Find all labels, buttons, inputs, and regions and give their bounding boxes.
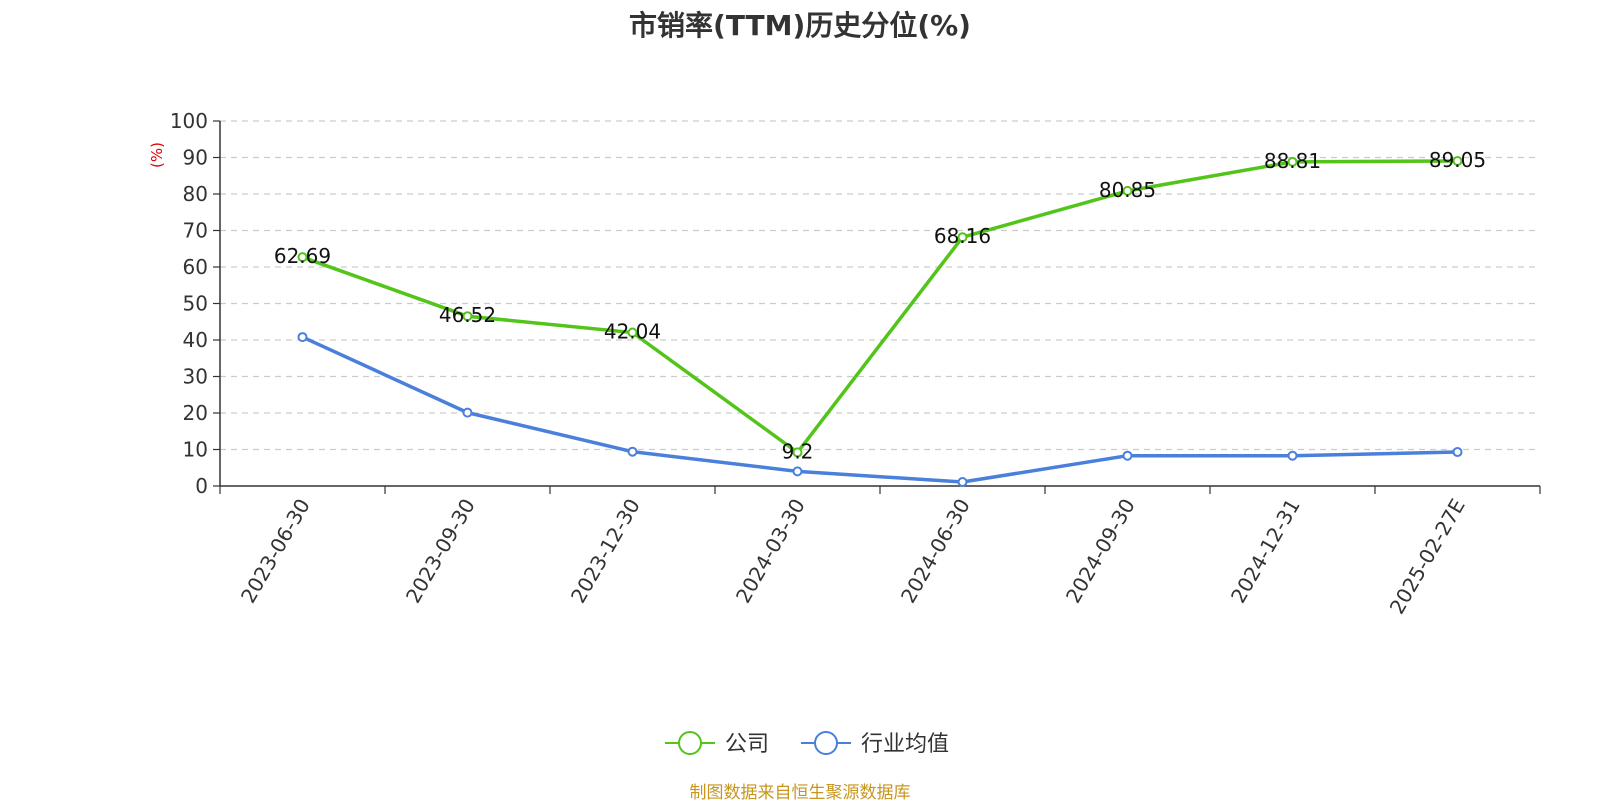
y-tick-label: 80: [183, 182, 208, 206]
data-label: 68.16: [934, 224, 991, 248]
x-tick-label: 2024-06-30: [896, 495, 975, 608]
data-label: 62.69: [274, 244, 331, 268]
data-point: [1287, 156, 1298, 167]
data-point: [462, 311, 473, 322]
y-tick-label: 100: [170, 109, 208, 133]
data-label: 88.81: [1264, 149, 1321, 173]
data-point: [792, 447, 803, 458]
y-tick-label: 40: [183, 328, 208, 352]
legend[interactable]: 公司 行业均值: [665, 731, 949, 757]
x-tick-label: 2024-03-30: [731, 495, 810, 608]
data-point: [297, 252, 308, 263]
x-tick-label: 2025-02-27E: [1385, 495, 1470, 619]
chart-title: 市销率(TTM)历史分位(%): [629, 9, 971, 42]
y-axis-ticks: 0 10 20 30 40 50 60 70 80 90 100: [170, 109, 220, 498]
y-tick-label: 90: [183, 146, 208, 170]
legend-marker: [678, 731, 702, 755]
data-label: 89.05: [1429, 148, 1486, 172]
y-tick-label: 0: [195, 474, 208, 498]
y-axis-label: (%): [148, 142, 166, 168]
source-note: 制图数据来自恒生聚源数据库: [689, 783, 911, 803]
y-tick-label: 30: [183, 365, 208, 389]
x-tick-label: 2023-06-30: [236, 495, 315, 608]
x-tick-label: 2023-09-30: [401, 495, 480, 608]
data-point: [792, 466, 803, 477]
data-point: [1452, 155, 1463, 166]
series-line-1: [301, 335, 1458, 484]
data-label: 9.2: [782, 439, 814, 463]
data-point: [462, 407, 473, 418]
data-point: [1287, 450, 1298, 461]
legend-label: 行业均值: [861, 732, 949, 757]
legend-marker: [814, 731, 838, 755]
data-point: [297, 332, 308, 343]
data-label: 46.52: [439, 303, 496, 327]
legend-item-1[interactable]: 行业均值: [801, 731, 949, 757]
legend-label: 公司: [725, 732, 769, 757]
y-tick-label: 60: [183, 255, 208, 279]
data-labels: 62.69 46.52 42.04 9.2 68.16 80.85 88.81 89.05: [274, 148, 1486, 463]
y-tick-label: 10: [183, 438, 208, 462]
data-point: [1122, 185, 1133, 196]
y-tick-label: 20: [183, 401, 208, 425]
x-tick-label: 2023-12-30: [566, 495, 645, 608]
legend-item-0[interactable]: 公司: [665, 731, 769, 757]
data-point: [1452, 447, 1463, 458]
data-label: 80.85: [1099, 178, 1156, 202]
x-tick-label: 2024-09-30: [1061, 495, 1140, 608]
data-point: [1122, 450, 1133, 461]
data-point: [957, 476, 968, 487]
series-line-0: [301, 159, 1458, 455]
series: [297, 155, 1463, 487]
data-point: [627, 446, 638, 457]
x-tick-label: 2024-12-31: [1226, 495, 1305, 608]
x-axis-ticks: 2023-06-30 2023-09-30 2023-12-30 2024-03-30…: [219, 486, 1541, 619]
y-tick-label: 50: [183, 292, 208, 316]
data-point: [627, 327, 638, 338]
gridlines: [220, 120, 1540, 451]
y-tick-label: 70: [183, 219, 208, 243]
data-label: 42.04: [604, 320, 661, 344]
data-point: [957, 232, 968, 243]
